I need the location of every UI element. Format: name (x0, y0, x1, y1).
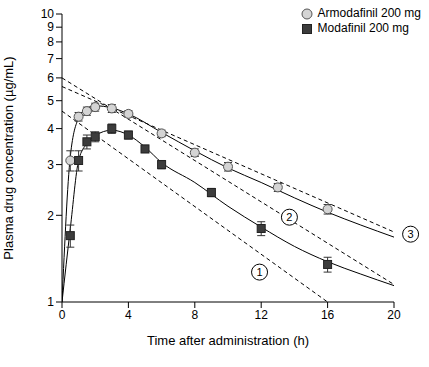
svg-text:7: 7 (47, 52, 54, 66)
svg-text:3: 3 (47, 158, 54, 172)
svg-text:Plasma drug concentration (µg/: Plasma drug concentration (µg/mL) (8, 56, 16, 259)
svg-text:6: 6 (47, 71, 54, 85)
svg-text:1: 1 (47, 295, 54, 309)
html-text:Armodafinil 200 mg: Armodafinil 200 mg (317, 6, 421, 20)
svg-text:16: 16 (321, 308, 335, 322)
svg-text:0: 0 (59, 308, 66, 322)
svg-text:3: 3 (408, 228, 414, 240)
svg-text:2: 2 (286, 211, 292, 223)
svg-text:2: 2 (47, 209, 54, 223)
svg-text:8: 8 (191, 308, 198, 322)
svg-text:10: 10 (41, 7, 55, 21)
svg-text:4: 4 (125, 308, 132, 322)
svg-text:Time after administration (h): Time after administration (h) (147, 333, 309, 348)
svg-text:8: 8 (47, 35, 54, 49)
svg-text:1: 1 (256, 266, 262, 278)
svg-text:5: 5 (47, 94, 54, 108)
html-text:Modafinil 200 mg: Modafinil 200 mg (317, 21, 409, 35)
svg-text:12: 12 (255, 308, 269, 322)
svg-text:4: 4 (47, 122, 54, 136)
svg-text:20: 20 (387, 308, 401, 322)
svg-text:9: 9 (47, 20, 54, 34)
